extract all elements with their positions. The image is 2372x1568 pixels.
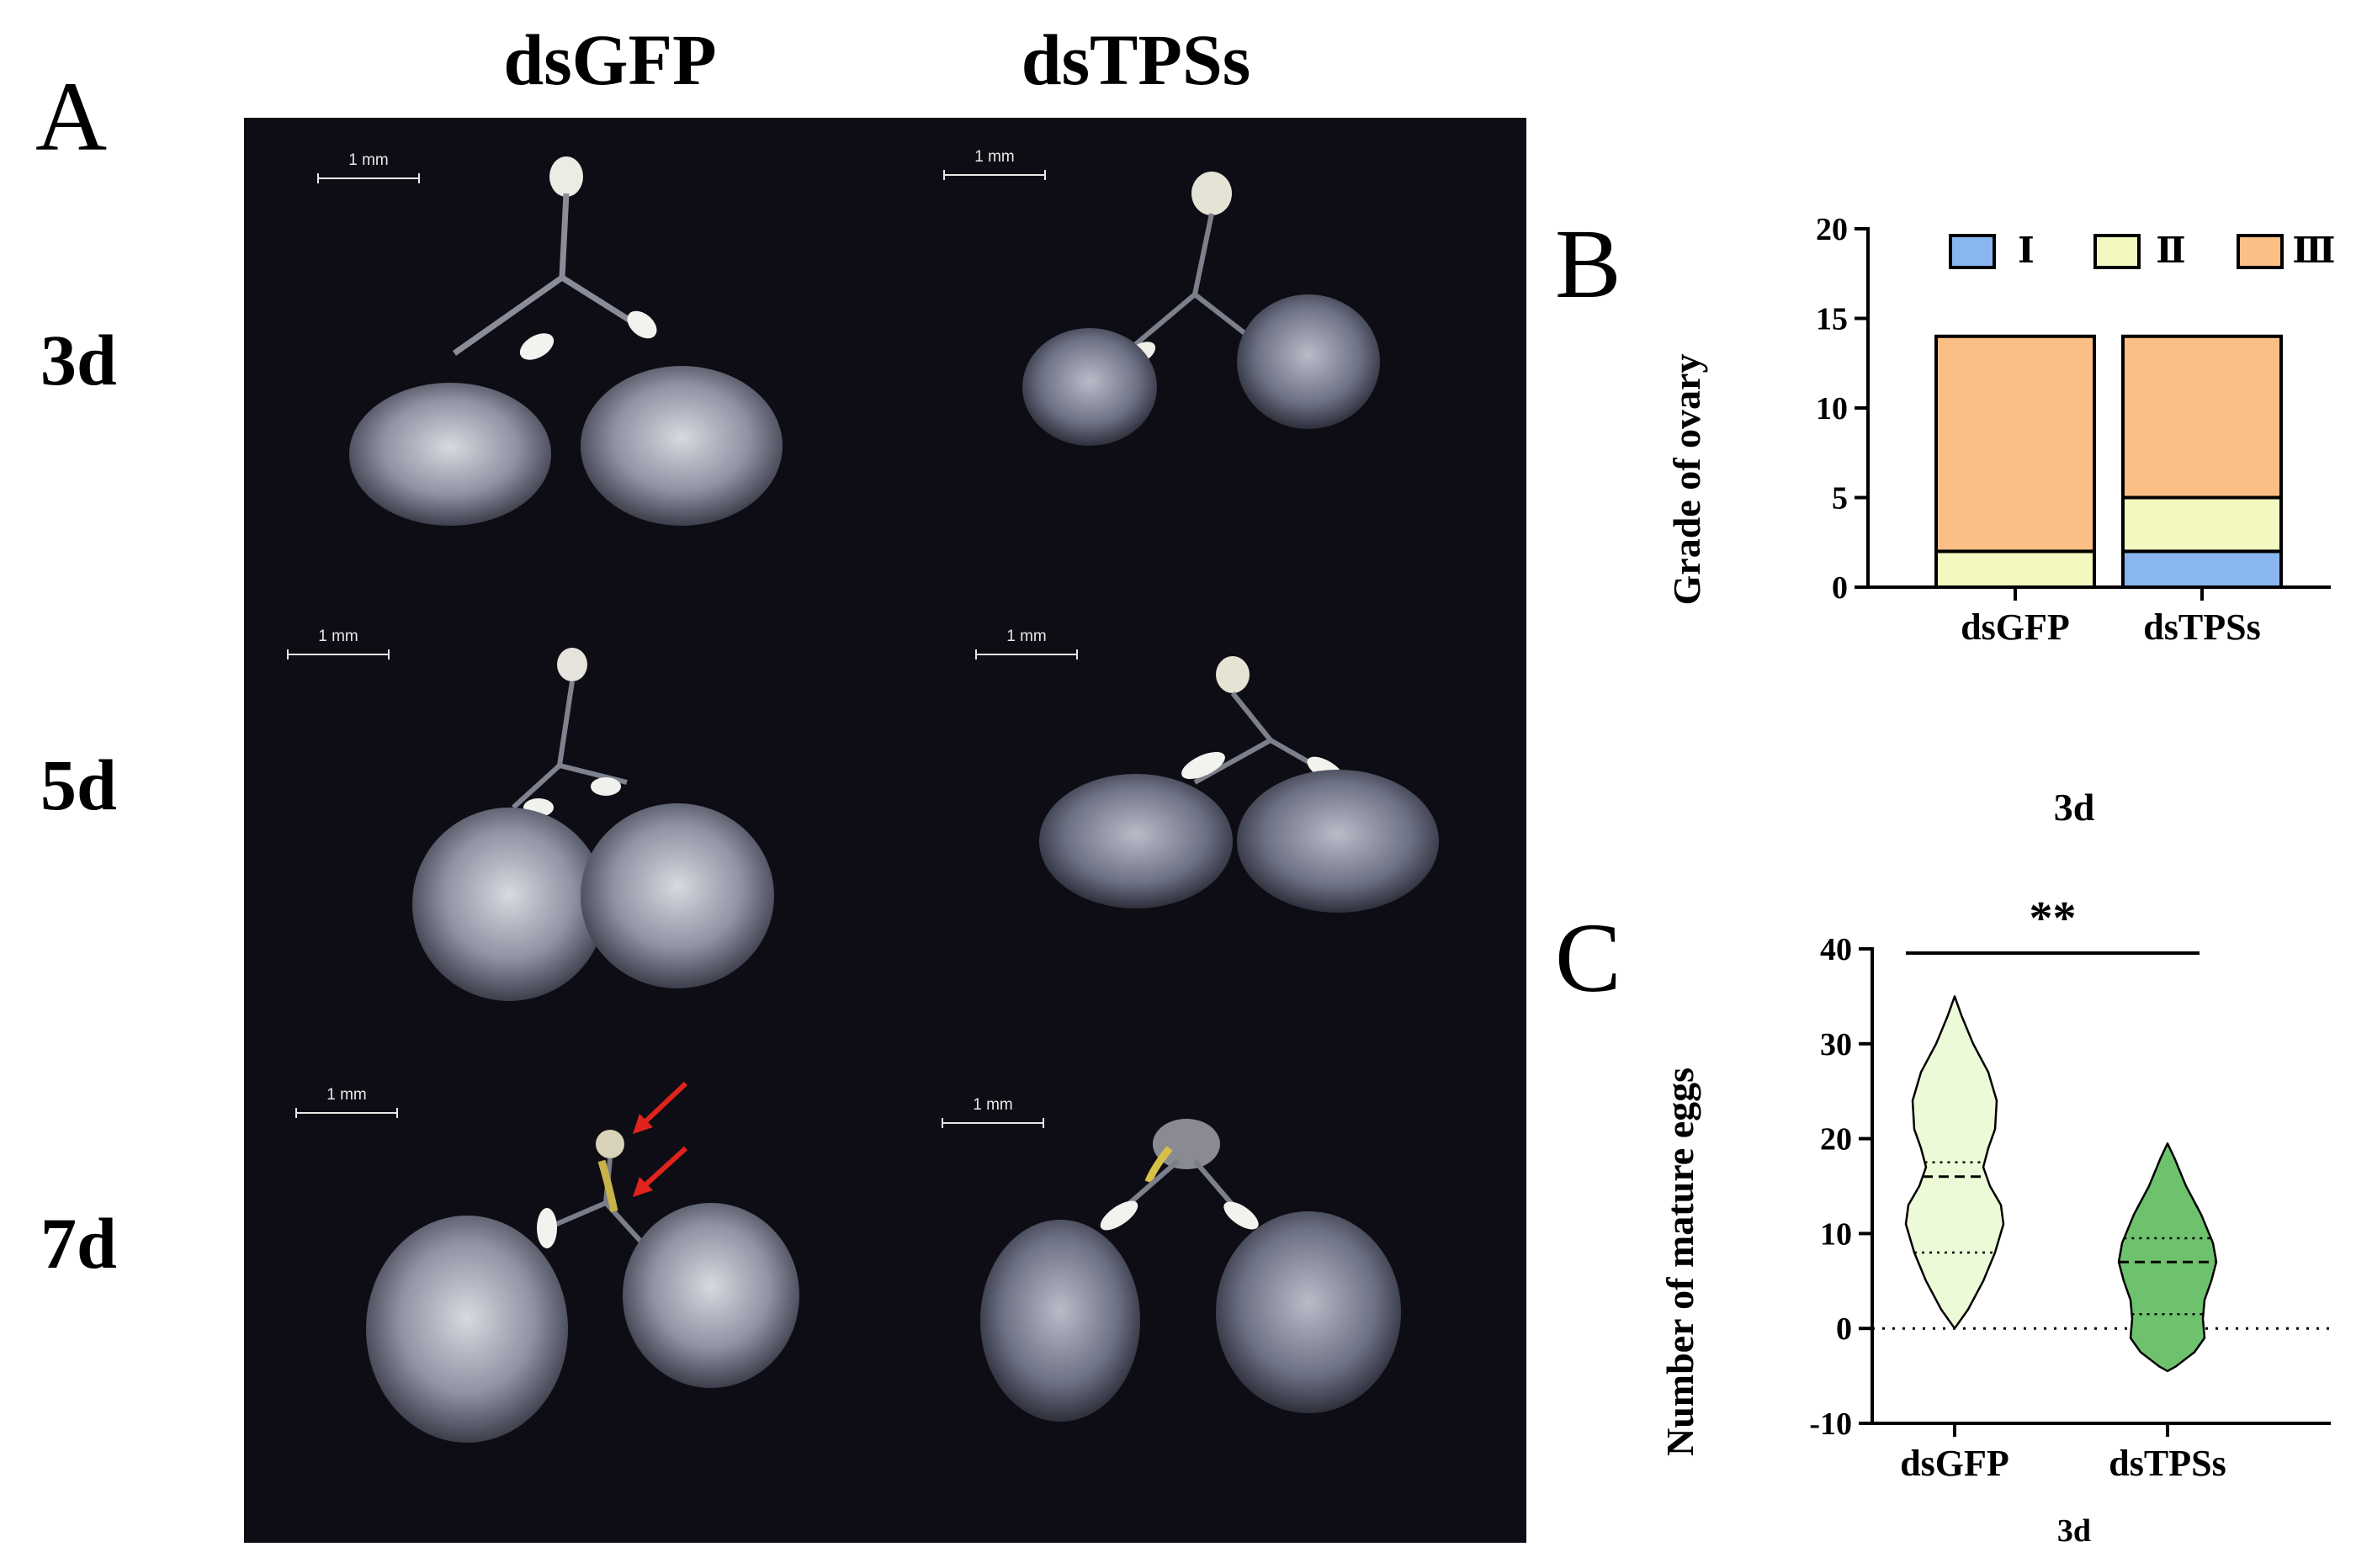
y-tick-label: 30 <box>1820 1027 1852 1062</box>
scale-bar: 1 mm <box>943 148 1046 180</box>
row-header-7d: 7d <box>40 1203 117 1284</box>
scale-bar: 1 mm <box>942 1096 1044 1128</box>
bar-segment <box>1934 549 2096 589</box>
panel-b-letter: B <box>1555 209 1621 319</box>
legend-swatch <box>2237 234 2284 269</box>
ovary-image-dstpss-5d <box>1039 656 1439 913</box>
column-header-dsgfp: dsGFP <box>503 19 717 100</box>
legend-swatch <box>1949 234 1996 269</box>
y-tick-label: -10 <box>1809 1406 1852 1442</box>
panel-a-letter: A <box>35 61 108 172</box>
bar-segment <box>2121 334 2283 500</box>
row-header-3d: 3d <box>40 320 117 400</box>
svg-text:1 mm: 1 mm <box>318 628 358 645</box>
ovary-micrographs: 1 mm 1 mm 1 mm 1 mm 1 mm <box>287 148 1439 1443</box>
bar-segment <box>1934 334 2096 554</box>
y-tick-label: 40 <box>1820 932 1852 967</box>
ovary-image-dsgfp-7d <box>366 1081 799 1443</box>
x-tick-label: dsTPSs <box>2109 1443 2226 1484</box>
y-tick-label: 0 <box>1832 570 1848 606</box>
violin <box>2117 1142 2218 1373</box>
x-tick-label: dsGFP <box>1961 607 2070 648</box>
ovary-micrograph-panel: 1 mm 1 mm 1 mm 1 mm 1 mm <box>244 118 1526 1543</box>
y-axis-label: Number of mature eggs <box>1658 1067 1701 1456</box>
ovary-image-dsgfp-5d <box>412 648 774 1001</box>
svg-text:1 mm: 1 mm <box>326 1086 367 1104</box>
legend-label: Ⅱ <box>2156 232 2185 271</box>
red-arrow-icon <box>633 1081 688 1134</box>
y-tick-label: 10 <box>1816 391 1848 426</box>
y-tick-label: 0 <box>1836 1311 1852 1347</box>
svg-text:1 mm: 1 mm <box>348 151 389 169</box>
legend-swatch <box>2093 234 2141 269</box>
bar-segment <box>2121 495 2283 554</box>
y-tick-label: 20 <box>1820 1122 1852 1157</box>
x-axis-label: 3d <box>2054 786 2095 829</box>
scale-bar: 1 mm <box>317 151 420 183</box>
y-axis-label: Grade of ovary <box>1665 354 1708 606</box>
legend-label: Ⅰ <box>2018 232 2035 271</box>
violin <box>1904 995 2005 1330</box>
grade-of-ovary-chart: 0 5 10 15 20 dsGFP dsTPSs Ⅰ Ⅱ Ⅲ Grade of ovary 3… <box>1665 212 2336 829</box>
scale-bar: 1 mm <box>287 628 390 660</box>
ovary-image-dsgfp-3d <box>349 156 783 526</box>
y-tick-label: 10 <box>1820 1216 1852 1252</box>
scale-bar: 1 mm <box>975 628 1078 660</box>
bar-segment <box>2121 549 2283 589</box>
row-header-5d: 5d <box>40 744 117 825</box>
x-tick-label: dsGFP <box>1900 1443 2009 1484</box>
significance-marker: ** <box>2030 893 2077 945</box>
red-arrow-icon <box>633 1146 688 1197</box>
y-tick-label: 20 <box>1816 212 1848 247</box>
mature-eggs-chart: -10 0 10 20 30 40 dsGFP dsTPSs ** Number of mat… <box>1658 893 2331 1549</box>
ovary-image-dstpss-3d <box>1022 172 1380 446</box>
legend-label: Ⅲ <box>2292 232 2335 271</box>
x-tick-label: dsTPSs <box>2143 607 2260 648</box>
column-header-dstpss: dsTPSs <box>1021 19 1251 100</box>
svg-text:1 mm: 1 mm <box>974 148 1015 166</box>
y-tick-label: 15 <box>1816 302 1848 337</box>
ovary-image-dstpss-7d <box>980 1119 1401 1422</box>
svg-text:1 mm: 1 mm <box>973 1096 1013 1114</box>
y-tick-label: 5 <box>1832 481 1848 516</box>
x-axis-label: 3d <box>2057 1513 2091 1549</box>
svg-text:1 mm: 1 mm <box>1006 628 1047 645</box>
scale-bar: 1 mm <box>295 1086 398 1118</box>
panel-c-letter: C <box>1555 903 1621 1013</box>
